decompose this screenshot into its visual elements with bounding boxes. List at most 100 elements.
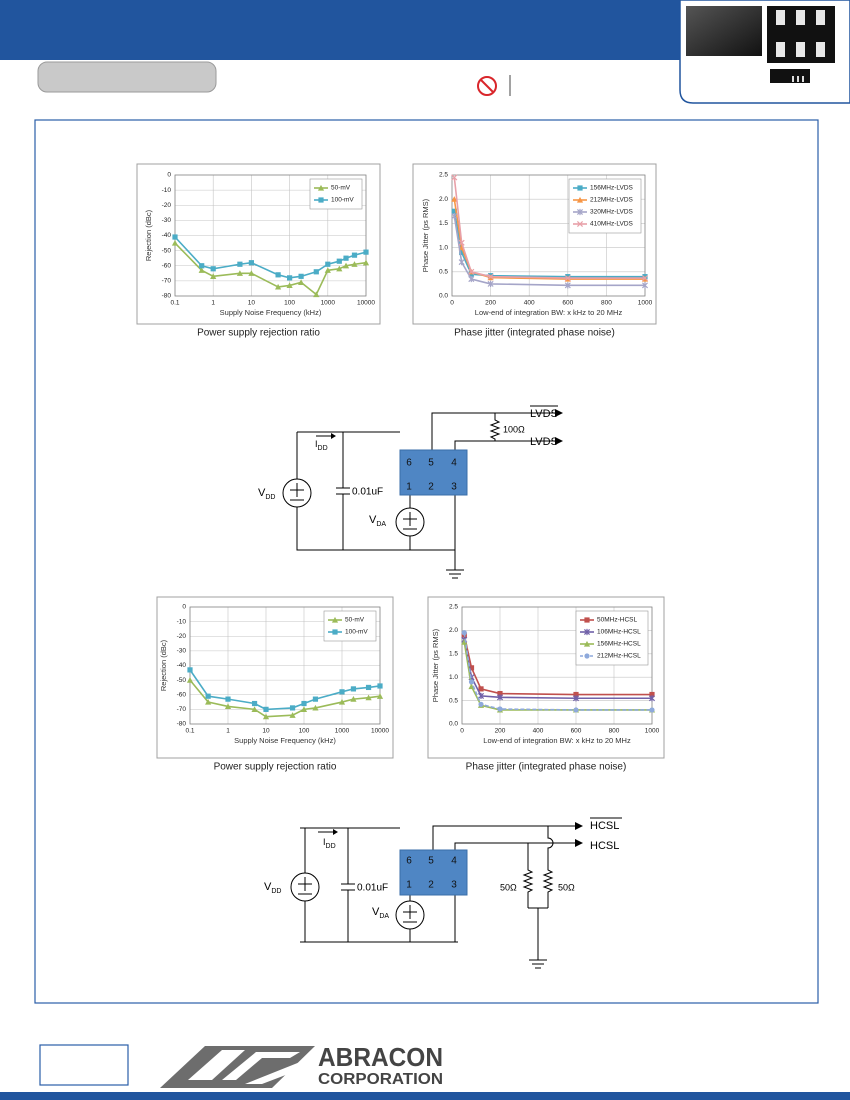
marker bbox=[275, 272, 281, 278]
legend-label: 100-mV bbox=[331, 197, 354, 204]
symbol: V bbox=[264, 881, 272, 893]
legend-label: 100-mV bbox=[345, 629, 368, 636]
symbol: I bbox=[315, 439, 318, 449]
marker bbox=[363, 249, 369, 255]
subscript: DD bbox=[318, 445, 328, 452]
chart-caption: Phase jitter (integrated phase noise) bbox=[454, 328, 615, 339]
vdd-label: VDD bbox=[258, 487, 275, 501]
legend-marker bbox=[584, 653, 590, 659]
marker bbox=[312, 704, 319, 711]
marker bbox=[496, 694, 504, 701]
pin-label: 2 bbox=[428, 482, 434, 493]
x-tick-label: 0.1 bbox=[185, 728, 194, 735]
marker bbox=[458, 239, 465, 246]
marker bbox=[649, 707, 655, 713]
pin-label: 5 bbox=[428, 458, 434, 469]
x-axis-label: Low-end of integration BW: x kHz to 20 M… bbox=[483, 736, 631, 745]
legend-box bbox=[323, 610, 377, 642]
chip-pads bbox=[767, 6, 835, 83]
marker bbox=[210, 273, 217, 279]
legend-marker bbox=[317, 184, 325, 191]
legend-label: 156MHz-LVDS bbox=[590, 185, 634, 192]
y-axis-label: Phase Jitter (ps RMS) bbox=[431, 628, 440, 702]
legend-label: 50MHz-HCSL bbox=[597, 617, 637, 624]
legend-marker bbox=[583, 628, 591, 636]
marker bbox=[461, 639, 468, 645]
y-tick-label: 1.0 bbox=[449, 674, 458, 681]
y-tick-label: -50 bbox=[177, 677, 187, 684]
capacitor-label: 0.01uF bbox=[352, 487, 383, 498]
marker bbox=[237, 261, 243, 267]
pin-label: 3 bbox=[451, 880, 457, 891]
marker bbox=[172, 234, 178, 240]
marker bbox=[648, 695, 656, 702]
marker bbox=[313, 269, 319, 275]
legend-label: 212MHz-HCSL bbox=[597, 653, 641, 660]
marker bbox=[468, 679, 475, 685]
marker bbox=[497, 690, 503, 697]
legend-marker bbox=[576, 220, 584, 228]
marker bbox=[171, 239, 179, 246]
x-tick-label: 1000 bbox=[645, 728, 660, 735]
y-tick-label: -50 bbox=[162, 247, 172, 254]
no-symbol bbox=[477, 76, 497, 96]
subscript: DA bbox=[376, 521, 386, 528]
symbol: I bbox=[323, 837, 326, 847]
logo-subtitle: CORPORATION bbox=[318, 1071, 443, 1088]
marker bbox=[487, 273, 494, 280]
marker bbox=[468, 275, 475, 283]
legend-label: 50-mV bbox=[331, 185, 351, 192]
y-tick-label: 2.0 bbox=[449, 627, 458, 634]
marker bbox=[199, 263, 205, 269]
legend-label: 156MHz-HCSL bbox=[597, 641, 641, 648]
x-tick-label: 800 bbox=[601, 300, 612, 307]
pin-label: 4 bbox=[451, 856, 457, 867]
x-tick-label: 10 bbox=[262, 728, 270, 735]
marker bbox=[336, 258, 342, 264]
chart-caption: Power supply rejection ratio bbox=[197, 328, 320, 339]
series-line bbox=[453, 216, 645, 287]
legend-label: 410MHz-LVDS bbox=[590, 221, 634, 228]
y-tick-label: -70 bbox=[177, 706, 187, 713]
marker bbox=[205, 698, 212, 705]
marker bbox=[287, 275, 293, 281]
marker bbox=[365, 684, 372, 691]
marker bbox=[478, 701, 484, 707]
legend-label: 212MHz-LVDS bbox=[590, 197, 634, 204]
x-tick-label: 600 bbox=[571, 728, 582, 735]
marker bbox=[262, 713, 270, 720]
symbol: V bbox=[369, 514, 377, 526]
marker bbox=[477, 692, 485, 700]
output-inverted-label: HCSL bbox=[590, 820, 619, 832]
y-tick-label: -30 bbox=[177, 648, 187, 655]
marker bbox=[376, 693, 384, 699]
legend-marker bbox=[331, 616, 339, 623]
logo-mark bbox=[160, 1046, 315, 1088]
chart-caption: Power supply rejection ratio bbox=[214, 762, 337, 773]
marker bbox=[468, 665, 475, 671]
marker bbox=[468, 268, 475, 275]
marker bbox=[339, 689, 345, 695]
y-tick-label: -40 bbox=[177, 662, 187, 669]
y-tick-label: -10 bbox=[162, 187, 172, 194]
chip-photo bbox=[686, 6, 762, 56]
x-tick-label: 400 bbox=[533, 728, 544, 735]
x-axis-label: Supply Noise Frequency (kHz) bbox=[220, 308, 322, 317]
plot-area bbox=[461, 606, 653, 725]
y-tick-label: 1.0 bbox=[439, 244, 448, 251]
marker bbox=[451, 174, 458, 181]
series-line bbox=[463, 634, 652, 696]
series-line bbox=[189, 679, 381, 718]
marker bbox=[458, 259, 465, 266]
marker bbox=[468, 683, 475, 690]
x-tick-label: 10000 bbox=[371, 728, 389, 735]
lvds-circuit: 6 5 4 1 2 3 LVDS LVDS 100Ω 0.01uF IDD VD… bbox=[258, 405, 563, 579]
legend-marker bbox=[332, 629, 338, 635]
series-line bbox=[463, 632, 652, 711]
y-tick-label: 0 bbox=[167, 172, 171, 179]
x-tick-label: 0.1 bbox=[170, 300, 179, 307]
pin-label: 1 bbox=[406, 482, 412, 493]
y-tick-label: -70 bbox=[162, 278, 172, 285]
marker bbox=[573, 691, 579, 698]
plot-area bbox=[189, 606, 381, 725]
